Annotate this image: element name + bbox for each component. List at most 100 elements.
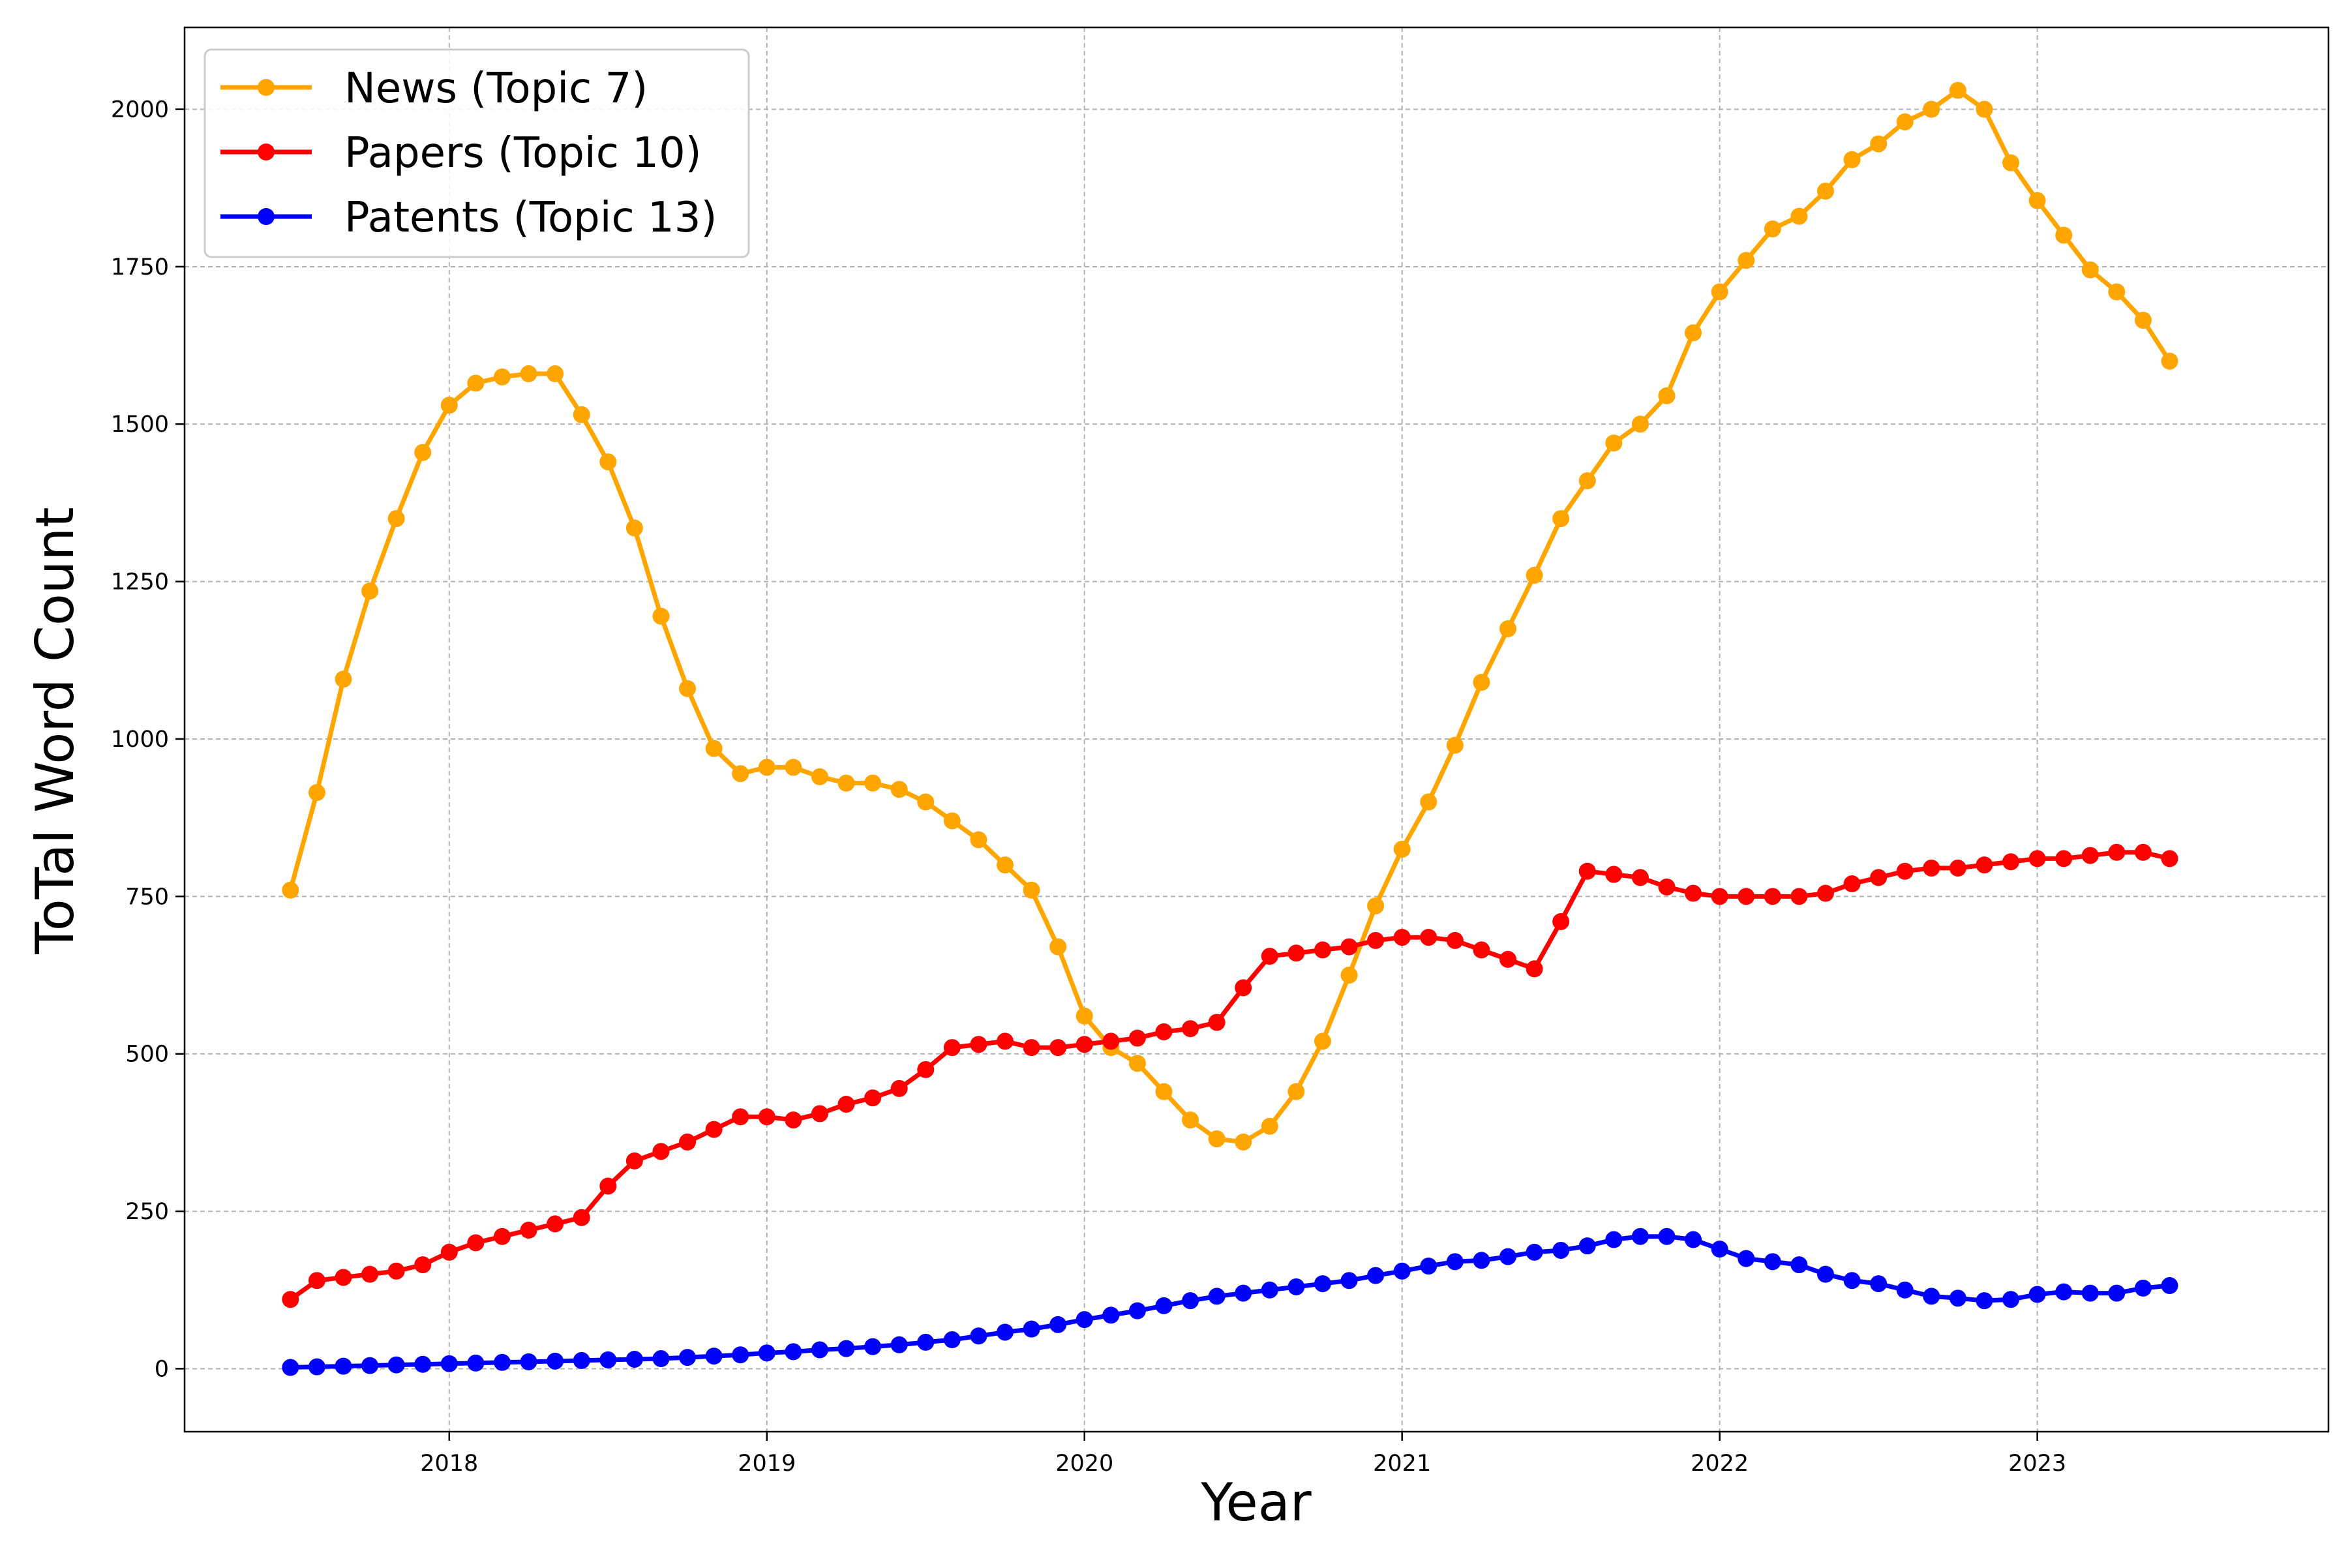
data-point [625, 519, 643, 537]
data-point [1235, 979, 1252, 997]
data-point [1314, 941, 1331, 959]
data-point [758, 1344, 775, 1362]
data-point [520, 1353, 537, 1370]
data-point [1049, 938, 1067, 956]
data-point [705, 740, 723, 757]
data-point [1340, 967, 1358, 984]
data-point [1923, 859, 1940, 877]
data-point [811, 1105, 828, 1123]
data-point [440, 1243, 458, 1261]
y-tick-label: 2000 [111, 97, 169, 123]
data-point [996, 1033, 1014, 1050]
data-point [943, 1331, 961, 1349]
data-point [890, 1336, 908, 1353]
data-point [2161, 1277, 2178, 1295]
legend: News (Topic 7) Papers (Topic 10) Patents (… [203, 48, 750, 258]
data-point [1287, 944, 1305, 962]
data-point [361, 1357, 379, 1374]
data-point [1605, 866, 1623, 883]
data-point [1393, 840, 1411, 858]
data-point [1155, 1023, 1173, 1040]
data-point [414, 1256, 432, 1274]
data-point [1076, 1007, 1093, 1025]
data-point [387, 1356, 405, 1374]
y-tick-label: 500 [125, 1042, 169, 1068]
data-point [387, 510, 405, 528]
data-point [2134, 311, 2152, 329]
data-point [1711, 1241, 1728, 1258]
data-point [1314, 1033, 1331, 1050]
data-point [1261, 948, 1278, 965]
data-point [1526, 960, 1543, 978]
data-point [1870, 1275, 1888, 1293]
data-point [1340, 1272, 1358, 1289]
data-point [705, 1121, 723, 1138]
data-point [1578, 862, 1596, 880]
data-point [890, 1079, 908, 1097]
data-point [652, 1350, 670, 1368]
data-point [387, 1262, 405, 1280]
data-point [1446, 931, 1464, 949]
data-point [1261, 1281, 1278, 1299]
data-point [1235, 1133, 1252, 1151]
data-point [1949, 82, 1966, 99]
data-point [1393, 1262, 1411, 1280]
x-tick-label: 2021 [1373, 1451, 1431, 1477]
data-point [1102, 1306, 1120, 1324]
data-point [1843, 1272, 1861, 1289]
legend-swatch-marker [258, 208, 275, 225]
axis-ticks: 2018 2019 2020 2021 2022 2023 0 250 500 750 1000 12… [111, 97, 2066, 1477]
series-0 [282, 82, 2178, 1151]
data-point [1764, 888, 1781, 905]
data-point [2161, 850, 2178, 867]
data-point [1949, 859, 1966, 877]
data-point [1049, 1039, 1067, 1057]
data-point [1631, 869, 1649, 886]
data-point [785, 759, 802, 776]
data-point [2134, 843, 2152, 861]
data-point [785, 1111, 802, 1129]
data-point [547, 1352, 564, 1370]
data-point [1685, 1231, 1702, 1248]
data-point [1738, 1250, 1755, 1267]
data-point [2002, 853, 2020, 871]
series-1 [282, 843, 2178, 1308]
x-tick-label: 2020 [1055, 1451, 1113, 1477]
data-point [1102, 1033, 1120, 1050]
data-point [970, 1327, 987, 1345]
data-point [1658, 387, 1676, 404]
data-point [1287, 1083, 1305, 1100]
data-point [811, 1341, 828, 1359]
legend-label: Papers (Topic 10) [344, 129, 702, 177]
data-point [520, 365, 537, 383]
x-tick-label: 2018 [420, 1451, 478, 1477]
data-point [1976, 1292, 1993, 1310]
legend-label: News (Topic 7) [344, 65, 648, 113]
y-axis-label: ToTal Word Count [25, 507, 85, 954]
data-point [1738, 252, 1755, 269]
legend-frame [203, 48, 750, 258]
data-point [1790, 888, 1808, 905]
data-point [1340, 938, 1358, 956]
data-point [1526, 566, 1543, 584]
data-point [1446, 736, 1464, 754]
data-point [996, 1323, 1014, 1341]
data-point [652, 1143, 670, 1160]
data-point [2161, 352, 2178, 370]
data-point [1843, 875, 1861, 893]
data-point [837, 1340, 855, 1357]
data-point [917, 1333, 935, 1351]
legend-swatch-marker [258, 143, 275, 160]
data-point [282, 1359, 299, 1376]
data-point [361, 582, 379, 600]
data-point [1235, 1284, 1252, 1302]
data-point [1578, 1237, 1596, 1255]
data-point [573, 1351, 590, 1369]
data-point [1076, 1036, 1093, 1053]
data-point [785, 1343, 802, 1361]
data-point [2134, 1279, 2152, 1297]
data-point [864, 1089, 882, 1107]
data-point [1182, 1292, 1199, 1310]
data-point [1949, 1289, 1966, 1307]
data-point [1790, 207, 1808, 225]
